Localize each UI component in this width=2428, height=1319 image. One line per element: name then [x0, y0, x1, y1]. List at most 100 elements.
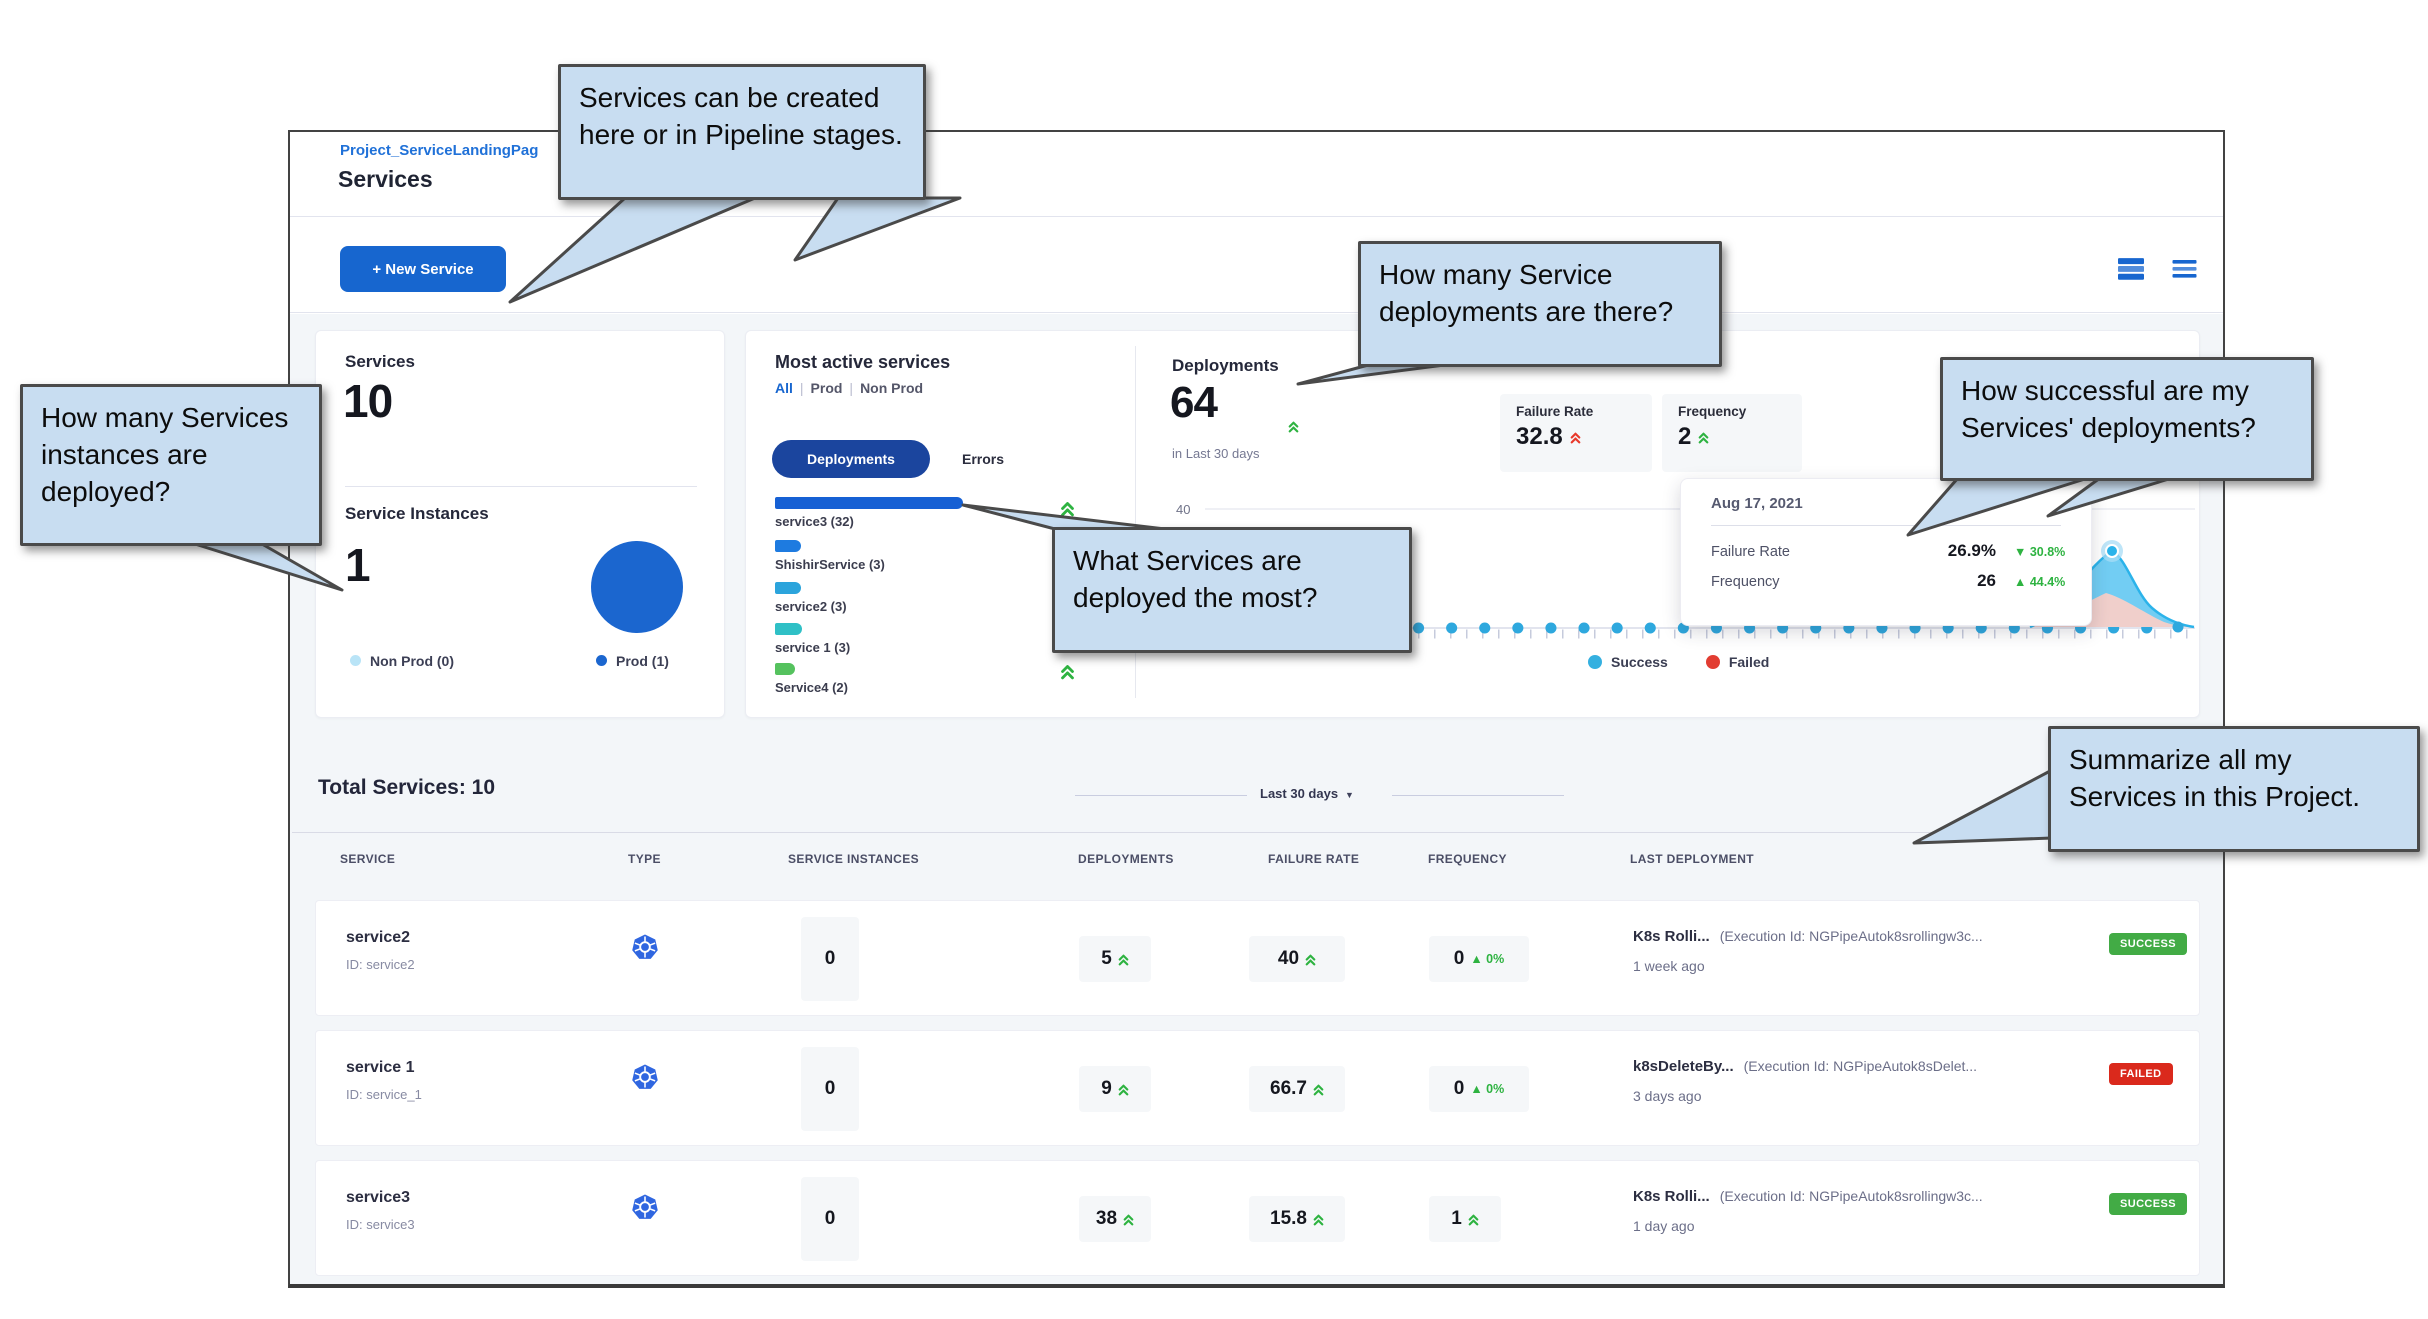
col-header-failure[interactable]: FAILURE RATE — [1268, 852, 1360, 866]
table-row[interactable]: service 1 ID: service_1 0 9 66.7 0 ▲ 0% k… — [315, 1030, 2200, 1146]
prod-instances-bubble — [591, 541, 683, 633]
chart-y-tick: 40 — [1176, 502, 1191, 517]
filter-prod[interactable]: Prod — [810, 380, 843, 396]
execution-name[interactable]: K8s Rolli... — [1633, 928, 1710, 945]
filter-nonprod[interactable]: Non Prod — [860, 380, 924, 396]
table-top-divider — [292, 832, 2221, 833]
frequency-box: Frequency 2 — [1662, 394, 1802, 472]
bar-service1 — [775, 623, 802, 635]
highlighted-point — [2105, 544, 2119, 558]
execution-time: 3 days ago — [1633, 1088, 1702, 1104]
new-service-button[interactable]: + New Service — [340, 246, 506, 292]
trend-up-icon — [1468, 1214, 1479, 1225]
tooltip-failure-value: 26.9% — [1947, 541, 1996, 560]
bar-label: ShishirService (3) — [775, 557, 885, 572]
status-badge: SUCCESS — [2109, 1193, 2187, 1215]
chart-legend: Success Failed — [1588, 654, 1769, 670]
bar-label: service 1 (3) — [775, 640, 851, 655]
col-header-service[interactable]: SERVICE — [340, 852, 396, 866]
instances-cell: 0 — [801, 1177, 859, 1261]
tooltip-frequency-delta: ▲ 44.4% — [2014, 575, 2066, 589]
success-dot-icon — [1588, 655, 1602, 669]
services-count-label: Services — [345, 352, 415, 371]
callout-tail — [508, 196, 962, 304]
trend-up-icon — [1313, 1084, 1324, 1095]
execution-id: (Execution Id: NGPipeAutok8srollingw3c..… — [1719, 928, 1983, 944]
total-services-label: Total Services: 10 — [318, 776, 496, 799]
tooltip-divider — [1711, 525, 2061, 526]
trend-up-icon — [1288, 421, 1299, 433]
service-name: service3 — [346, 1189, 411, 1206]
status-badge: FAILED — [2109, 1063, 2173, 1085]
filter-separator: | — [799, 380, 804, 396]
bar-label: service2 (3) — [775, 599, 847, 614]
tab-deployments[interactable]: Deployments — [772, 440, 930, 478]
service-name: service 1 — [346, 1059, 415, 1076]
header-divider — [290, 216, 2223, 217]
time-range-dropdown[interactable]: Last 30 days — [1260, 786, 1354, 801]
execution-id: (Execution Id: NGPipeAutok8sDelet... — [1743, 1058, 1978, 1074]
most-active-title: Most active services — [775, 352, 951, 372]
failure-cell: 40 — [1249, 936, 1345, 982]
prod-dot-icon — [596, 655, 607, 667]
frequency-value: 2 — [1678, 423, 1692, 450]
tooltip-date: Aug 17, 2021 — [1711, 495, 1803, 512]
col-header-type[interactable]: TYPE — [628, 852, 661, 866]
trend-up-icon — [1313, 1214, 1324, 1225]
service-id: ID: service3 — [346, 1217, 415, 1232]
instances-cell: 0 — [801, 1047, 859, 1131]
frequency-label: Frequency — [1678, 404, 1747, 419]
tooltip-failure-delta: ▼ 30.8% — [2014, 545, 2066, 559]
bar-shishirservice — [775, 540, 801, 552]
deployments-period: in Last 30 days — [1172, 446, 1260, 461]
nonprod-dot-icon — [350, 655, 361, 667]
execution-id: (Execution Id: NGPipeAutok8srollingw3c..… — [1719, 1188, 1983, 1204]
frequency-cell: 1 — [1429, 1196, 1501, 1242]
summary-card-divider — [345, 486, 697, 487]
service-name: service2 — [346, 929, 411, 946]
col-header-instances[interactable]: SERVICE INSTANCES — [788, 852, 920, 866]
kubernetes-icon — [632, 934, 658, 959]
services-summary-card — [315, 330, 725, 718]
trend-up-icon — [1118, 954, 1129, 965]
legend-failed: Failed — [1728, 654, 1770, 670]
tab-errors[interactable]: Errors — [962, 451, 1005, 467]
trend-up-red-icon — [1570, 432, 1581, 443]
execution-name[interactable]: k8sDeleteBy... — [1633, 1058, 1734, 1075]
list-view-icon[interactable] — [2172, 259, 2197, 279]
bar-label: service3 (32) — [775, 514, 854, 529]
tooltip-frequency-value: 26 — [1977, 571, 1996, 590]
table-row[interactable]: service3 ID: service3 0 38 15.8 1 K8s Ro… — [315, 1160, 2200, 1276]
service-instances-value: 1 — [345, 539, 371, 591]
status-badge: SUCCESS — [2109, 933, 2187, 955]
col-header-deployments[interactable]: DEPLOYMENTS — [1078, 852, 1174, 866]
range-line-right — [1392, 795, 1564, 796]
filter-all[interactable]: All — [775, 380, 793, 396]
execution-name[interactable]: K8s Rolli... — [1633, 1188, 1710, 1205]
page-title: Services — [338, 166, 433, 192]
legend-success: Success — [1611, 654, 1668, 670]
legend-nonprod: Non Prod (0) — [350, 652, 454, 670]
callout-instances: How many Services instances are deployed… — [20, 384, 322, 546]
failure-rate-label: Failure Rate — [1516, 404, 1594, 419]
frequency-cell: 0 ▲ 0% — [1429, 936, 1529, 982]
trend-up-icon — [1118, 1084, 1129, 1095]
bar-service4 — [775, 663, 795, 675]
failure-cell: 15.8 — [1249, 1196, 1345, 1242]
col-header-last-deployment[interactable]: LAST DEPLOYMENT — [1630, 852, 1755, 866]
trend-up-icon — [1061, 665, 1074, 680]
tooltip-frequency-label: Frequency — [1711, 574, 1780, 590]
trend-up-icon — [1061, 502, 1074, 517]
col-header-frequency[interactable]: FREQUENCY — [1428, 852, 1507, 866]
callout-success: How successful are my Services' deployme… — [1940, 357, 2314, 481]
frequency-cell: 0 ▲ 0% — [1429, 1066, 1529, 1112]
card-view-icon[interactable] — [2118, 258, 2144, 280]
table-row[interactable]: service2 ID: service2 0 5 40 0 ▲ 0% K8s R… — [315, 900, 2200, 1016]
breadcrumb[interactable]: Project_ServiceLandingPag — [340, 142, 539, 159]
kubernetes-icon — [632, 1194, 658, 1219]
legend-prod: Prod (1) — [596, 652, 669, 670]
callout-most-deployed: What Services are deployed the most? — [1052, 527, 1412, 653]
chart-tooltip: Aug 17, 2021 Failure Rate 26.9% ▼ 30.8% … — [1680, 478, 2092, 626]
service-id: ID: service_1 — [346, 1087, 422, 1102]
